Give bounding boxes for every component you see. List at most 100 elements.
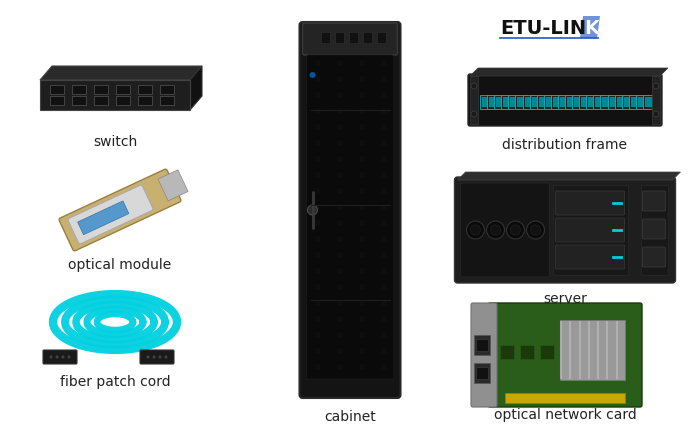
- FancyBboxPatch shape: [349, 33, 358, 43]
- FancyBboxPatch shape: [522, 95, 535, 109]
- FancyBboxPatch shape: [615, 95, 626, 109]
- FancyBboxPatch shape: [643, 219, 666, 239]
- FancyBboxPatch shape: [552, 185, 627, 275]
- Circle shape: [491, 225, 500, 235]
- Circle shape: [315, 140, 321, 146]
- FancyBboxPatch shape: [500, 345, 514, 359]
- Polygon shape: [470, 68, 668, 76]
- FancyBboxPatch shape: [94, 96, 108, 105]
- FancyBboxPatch shape: [603, 97, 610, 107]
- Circle shape: [486, 221, 505, 239]
- FancyBboxPatch shape: [476, 367, 488, 379]
- FancyBboxPatch shape: [537, 95, 549, 109]
- FancyBboxPatch shape: [503, 97, 511, 107]
- FancyBboxPatch shape: [629, 95, 640, 109]
- Polygon shape: [40, 66, 202, 80]
- FancyBboxPatch shape: [551, 95, 563, 109]
- Circle shape: [337, 300, 343, 306]
- FancyBboxPatch shape: [539, 97, 547, 107]
- Polygon shape: [190, 66, 202, 110]
- FancyBboxPatch shape: [377, 33, 386, 43]
- FancyBboxPatch shape: [138, 96, 152, 105]
- Polygon shape: [458, 172, 680, 180]
- FancyBboxPatch shape: [643, 191, 666, 211]
- Circle shape: [381, 348, 387, 354]
- Circle shape: [337, 268, 343, 274]
- Circle shape: [471, 83, 477, 89]
- FancyBboxPatch shape: [624, 97, 631, 107]
- Circle shape: [315, 124, 321, 130]
- Circle shape: [337, 140, 343, 146]
- Circle shape: [359, 92, 365, 98]
- FancyBboxPatch shape: [474, 363, 490, 383]
- Circle shape: [337, 92, 343, 98]
- FancyBboxPatch shape: [78, 201, 129, 235]
- FancyBboxPatch shape: [470, 76, 478, 124]
- FancyBboxPatch shape: [638, 97, 646, 107]
- FancyBboxPatch shape: [540, 345, 554, 359]
- Circle shape: [315, 108, 321, 114]
- Circle shape: [381, 300, 387, 306]
- Circle shape: [359, 220, 365, 226]
- Circle shape: [315, 92, 321, 98]
- Circle shape: [315, 220, 321, 226]
- Circle shape: [359, 204, 365, 210]
- FancyBboxPatch shape: [72, 85, 86, 94]
- Circle shape: [315, 76, 321, 82]
- Circle shape: [315, 316, 321, 322]
- Circle shape: [315, 300, 321, 306]
- FancyBboxPatch shape: [594, 95, 606, 109]
- FancyBboxPatch shape: [510, 97, 518, 107]
- Circle shape: [315, 364, 321, 370]
- Circle shape: [337, 252, 343, 258]
- FancyBboxPatch shape: [321, 33, 330, 43]
- FancyBboxPatch shape: [587, 95, 598, 109]
- Polygon shape: [158, 170, 188, 201]
- FancyBboxPatch shape: [617, 97, 624, 107]
- Circle shape: [307, 205, 318, 215]
- Polygon shape: [580, 16, 600, 38]
- Circle shape: [315, 332, 321, 338]
- Circle shape: [337, 156, 343, 162]
- FancyBboxPatch shape: [505, 393, 625, 403]
- FancyBboxPatch shape: [558, 95, 570, 109]
- FancyBboxPatch shape: [482, 97, 490, 107]
- FancyBboxPatch shape: [631, 97, 638, 107]
- Circle shape: [359, 348, 365, 354]
- FancyBboxPatch shape: [471, 303, 497, 407]
- Circle shape: [381, 332, 387, 338]
- Circle shape: [359, 140, 365, 146]
- Text: ETU-LIN: ETU-LIN: [500, 19, 586, 38]
- FancyBboxPatch shape: [572, 95, 584, 109]
- Circle shape: [337, 60, 343, 66]
- Circle shape: [62, 355, 64, 358]
- FancyBboxPatch shape: [50, 96, 64, 105]
- Circle shape: [359, 236, 365, 242]
- Circle shape: [315, 284, 321, 290]
- Text: distribution frame: distribution frame: [503, 138, 627, 152]
- Circle shape: [359, 268, 365, 274]
- Circle shape: [381, 108, 387, 114]
- FancyBboxPatch shape: [608, 95, 620, 109]
- FancyBboxPatch shape: [553, 97, 561, 107]
- FancyBboxPatch shape: [501, 95, 513, 109]
- Circle shape: [359, 188, 365, 194]
- FancyBboxPatch shape: [487, 95, 499, 109]
- FancyBboxPatch shape: [546, 97, 554, 107]
- Circle shape: [381, 364, 387, 370]
- Circle shape: [146, 355, 150, 358]
- Circle shape: [470, 225, 480, 235]
- Circle shape: [337, 124, 343, 130]
- FancyBboxPatch shape: [94, 85, 108, 94]
- FancyBboxPatch shape: [595, 97, 603, 107]
- FancyBboxPatch shape: [515, 95, 527, 109]
- FancyBboxPatch shape: [574, 97, 582, 107]
- FancyBboxPatch shape: [556, 191, 624, 215]
- Circle shape: [50, 355, 52, 358]
- Circle shape: [381, 268, 387, 274]
- FancyBboxPatch shape: [588, 97, 596, 107]
- FancyBboxPatch shape: [565, 95, 577, 109]
- FancyBboxPatch shape: [640, 185, 668, 275]
- FancyBboxPatch shape: [643, 247, 666, 267]
- Circle shape: [359, 60, 365, 66]
